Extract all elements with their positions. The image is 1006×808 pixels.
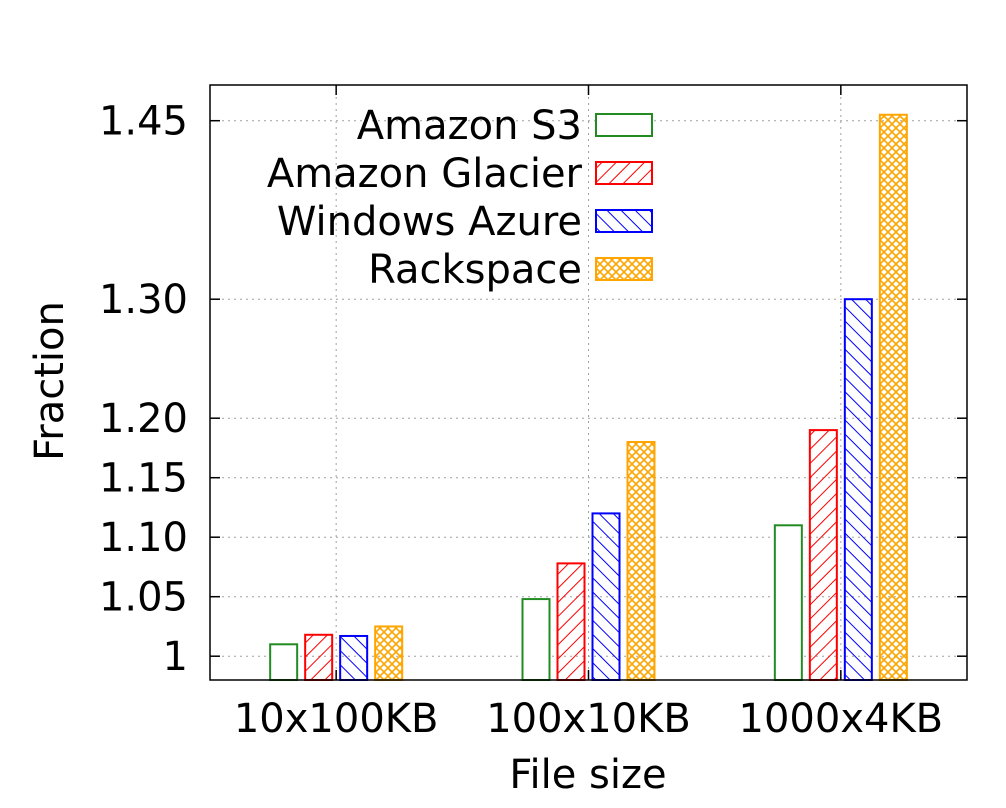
y-tick-label: 1.15 <box>99 456 188 502</box>
legend-swatch <box>595 257 653 281</box>
bar-amazon-s3 <box>521 598 551 682</box>
y-axis-title: Fraction <box>27 301 73 461</box>
bar-amazon-s3 <box>773 524 803 681</box>
x-axis-ticks: 10x100KB 100x10KB 1000x4KB <box>234 85 943 742</box>
bar-windows-azure <box>843 298 873 681</box>
y-tick-label: 1.05 <box>99 575 188 621</box>
legend-label: Amazon S3 <box>357 103 582 149</box>
legend-label: Amazon Glacier <box>267 151 583 197</box>
legend-label: Rackspace <box>368 247 582 293</box>
grid-lines <box>210 85 967 680</box>
bar-windows-azure <box>339 634 369 681</box>
bar-amazon-s3 <box>269 643 299 681</box>
bar-amazon-glacier <box>556 562 586 682</box>
y-tick-label: 1.45 <box>99 99 188 145</box>
bar-amazon-glacier <box>808 429 838 681</box>
bar-rackspace <box>878 113 908 681</box>
x-tick-label: 1000x4KB <box>739 696 944 742</box>
x-tick-label: 100x10KB <box>486 696 691 742</box>
x-tick-label: 10x100KB <box>234 696 439 742</box>
legend-swatch <box>595 113 653 137</box>
x-axis-title: File size <box>509 752 666 798</box>
y-tick-label: 1.30 <box>99 277 188 323</box>
y-tick-label: 1 <box>163 634 188 680</box>
y-tick-label: 1.10 <box>99 515 188 561</box>
bar-windows-azure <box>591 512 621 682</box>
bar-rackspace <box>374 625 404 682</box>
bar-rackspace <box>626 441 656 681</box>
y-tick-label: 1.20 <box>99 396 188 442</box>
legend-swatch <box>595 161 653 185</box>
y-axis-ticks: 1 1.05 1.10 1.15 1.20 1.30 1.45 <box>99 99 967 680</box>
legend-label: Windows Azure <box>277 199 582 245</box>
bar-amazon-glacier <box>304 633 334 682</box>
bars <box>269 113 908 682</box>
legend-swatch <box>595 209 653 233</box>
